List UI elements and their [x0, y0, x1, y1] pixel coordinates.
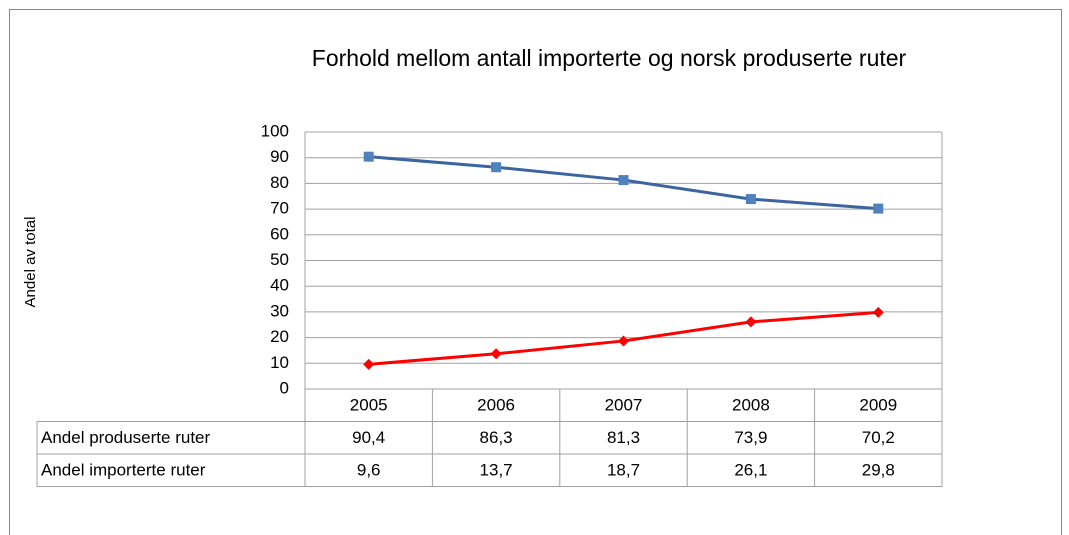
table-value: 73,9	[734, 428, 767, 447]
y-tick-label: 90	[270, 147, 289, 166]
y-tick-label: 30	[270, 301, 289, 320]
y-axis-label: Andel av total	[22, 217, 39, 308]
y-tick-label: 40	[270, 276, 289, 295]
marker	[363, 358, 375, 370]
y-tick-label: 70	[270, 199, 289, 218]
marker	[618, 175, 629, 186]
table-value: 29,8	[862, 461, 895, 480]
table-row-label: Andel importerte ruter	[41, 461, 206, 480]
marker	[873, 203, 884, 214]
table-value: 26,1	[734, 461, 767, 480]
table-value: 18,7	[607, 461, 640, 480]
x-tick-label: 2009	[859, 396, 897, 415]
table-value: 70,2	[862, 428, 895, 447]
x-tick-label: 2008	[732, 396, 770, 415]
marker	[618, 335, 629, 347]
table-value: 9,6	[357, 461, 381, 480]
x-tick-label: 2006	[477, 396, 515, 415]
chart-border	[9, 9, 1062, 535]
y-tick-label: 50	[270, 250, 289, 269]
y-tick-label: 60	[270, 224, 289, 243]
table-value: 86,3	[480, 428, 513, 447]
table-row-label: Andel produserte ruter	[41, 428, 210, 447]
marker	[745, 194, 756, 205]
y-tick-label: 80	[270, 173, 289, 192]
y-tick-label: 0	[280, 378, 289, 397]
x-tick-label: 2007	[605, 396, 643, 415]
marker	[363, 151, 374, 162]
y-tick-label: 20	[270, 327, 289, 346]
table-value: 90,4	[352, 428, 385, 447]
chart-title: Forhold mellom antall importerte og nors…	[312, 45, 907, 71]
table-value: 13,7	[480, 461, 513, 480]
marker	[745, 316, 757, 328]
marker	[872, 306, 884, 318]
marker	[491, 162, 502, 173]
y-tick-label: 10	[270, 353, 289, 372]
y-tick-label: 100	[261, 121, 289, 140]
table-value: 81,3	[607, 428, 640, 447]
x-tick-label: 2005	[350, 396, 388, 415]
marker	[490, 348, 502, 360]
